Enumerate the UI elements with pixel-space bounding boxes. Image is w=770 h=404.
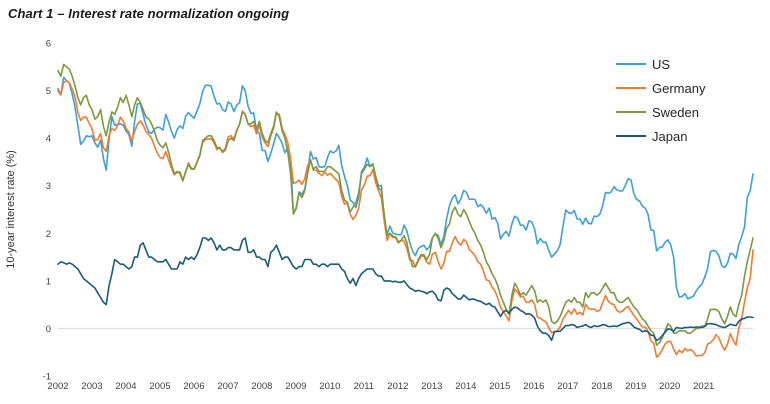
- x-tick-label: 2003: [81, 381, 102, 392]
- x-tick-label: 2020: [659, 381, 680, 392]
- x-tick-label: 2011: [354, 381, 374, 392]
- us-line-swatch: [616, 63, 646, 65]
- x-tick-label: 2019: [625, 381, 646, 392]
- y-tick-label: 5: [46, 86, 51, 97]
- japan-line-swatch: [616, 135, 646, 137]
- legend-label-japan: Japan: [652, 128, 688, 144]
- y-axis-title: 10-year interest rate (%): [5, 150, 17, 269]
- x-tick-label: 2012: [387, 381, 408, 392]
- chart-title: Chart 1 – Interest rate normalization on…: [8, 6, 290, 21]
- x-tick-label: 2016: [523, 381, 544, 392]
- y-tick-label: 3: [46, 181, 51, 192]
- y-tick-label: 4: [46, 134, 51, 145]
- legend-label-sweden: Sweden: [652, 104, 699, 120]
- y-tick-label: 2: [46, 229, 51, 240]
- legend-item-japan: Japan: [616, 124, 705, 148]
- x-tick-label: 2021: [693, 381, 714, 392]
- x-tick-label: 2005: [149, 381, 170, 392]
- x-tick-label: 2007: [217, 381, 238, 392]
- chart-legend: US Germany Sweden Japan: [616, 52, 705, 148]
- legend-item-sweden: Sweden: [616, 100, 705, 124]
- legend-item-us: US: [616, 52, 705, 76]
- series-line-us: [57, 76, 754, 300]
- x-tick-label: 2018: [591, 381, 612, 392]
- x-tick-label: 2004: [115, 381, 136, 392]
- series-line-japan: [57, 237, 754, 342]
- germany-line-swatch: [616, 87, 646, 89]
- series-line-sweden: [57, 63, 754, 346]
- x-tick-label: 2002: [47, 381, 68, 392]
- y-tick-label: -1: [43, 372, 51, 383]
- x-tick-label: 2010: [319, 381, 340, 392]
- legend-item-germany: Germany: [616, 76, 705, 100]
- x-tick-label: 2014: [455, 381, 476, 392]
- legend-label-germany: Germany: [652, 80, 706, 96]
- sweden-line-swatch: [616, 111, 646, 113]
- legend-label-us: US: [652, 56, 671, 72]
- x-tick-label: 2013: [421, 381, 442, 392]
- y-tick-label: 6: [46, 39, 51, 50]
- x-tick-label: 2017: [557, 381, 578, 392]
- x-tick-label: 2015: [489, 381, 510, 392]
- y-tick-label: 1: [46, 276, 51, 287]
- x-tick-label: 2008: [251, 381, 272, 392]
- y-tick-label: 0: [46, 324, 51, 335]
- x-tick-label: 2006: [183, 381, 204, 392]
- x-tick-label: 2009: [285, 381, 306, 392]
